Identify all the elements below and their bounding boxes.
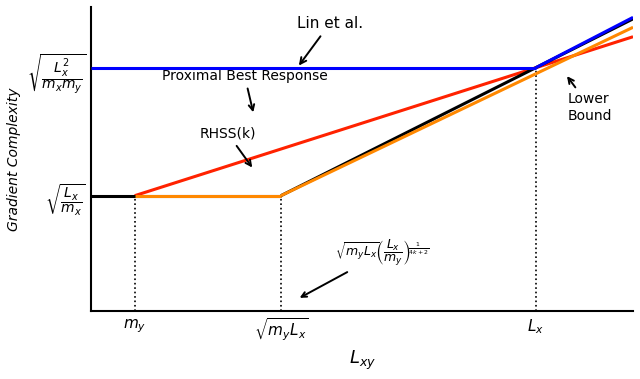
X-axis label: $L_{xy}$: $L_{xy}$ (349, 349, 376, 372)
Text: $\sqrt{m_y L_x}\!\left(\dfrac{L_x}{m_y}\right)^{\!\frac{1}{4k+2}}$: $\sqrt{m_y L_x}\!\left(\dfrac{L_x}{m_y}\… (301, 238, 430, 297)
Text: Proximal Best Response: Proximal Best Response (162, 69, 328, 110)
Text: Lower
Bound: Lower Bound (568, 78, 612, 122)
Y-axis label: Gradient Complexity: Gradient Complexity (7, 88, 21, 231)
Text: RHSS(k): RHSS(k) (200, 127, 256, 166)
Text: Lin et al.: Lin et al. (297, 16, 363, 64)
